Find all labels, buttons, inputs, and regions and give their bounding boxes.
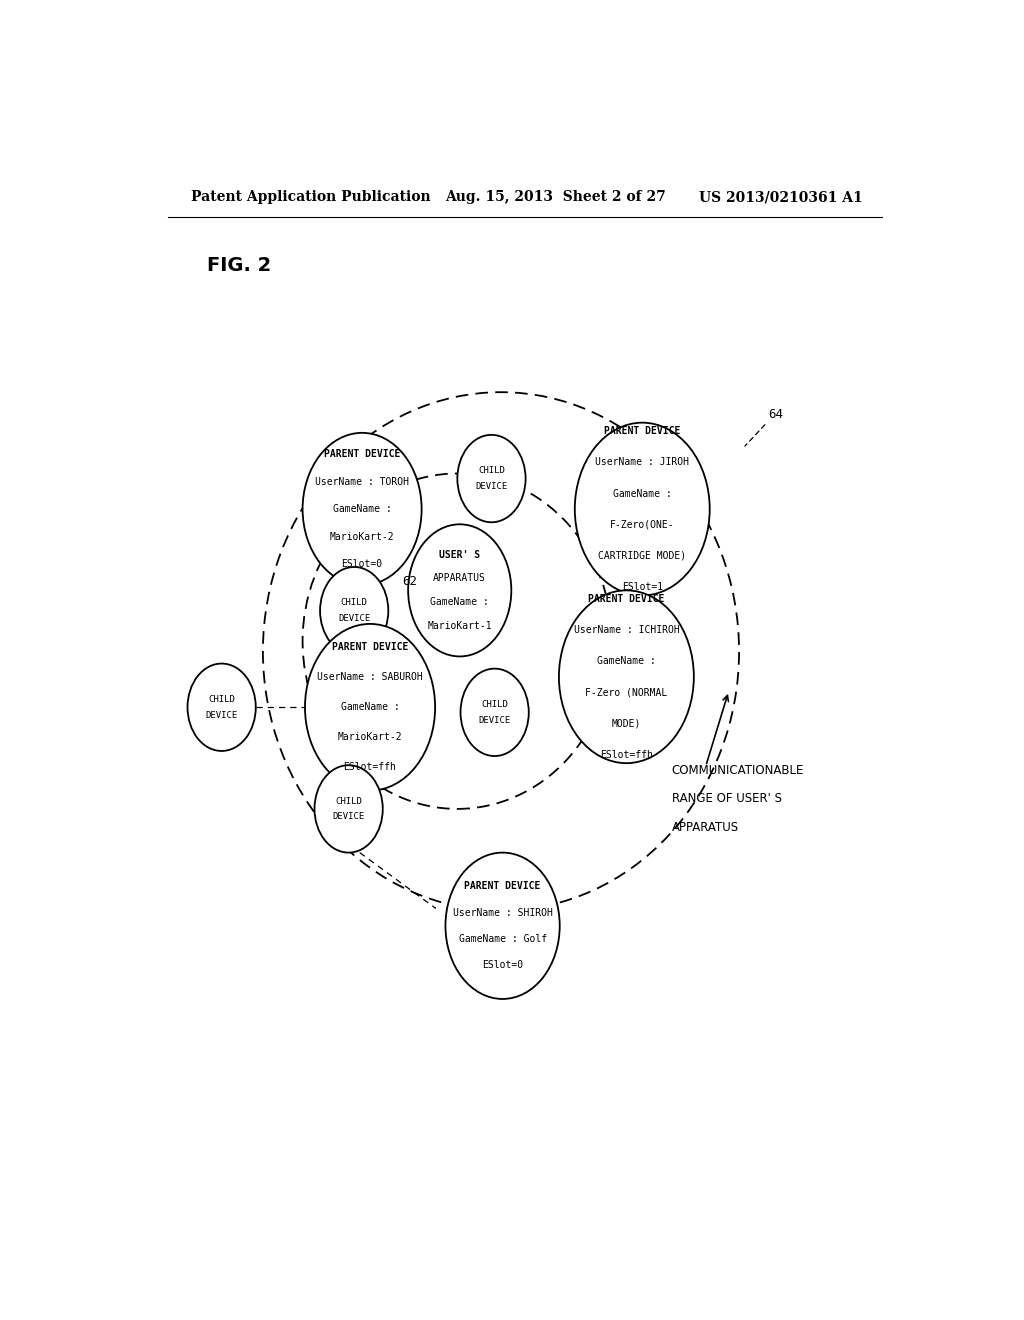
Circle shape <box>559 590 694 763</box>
Text: 64: 64 <box>768 408 783 421</box>
Text: F-Zero(ONE-: F-Zero(ONE- <box>610 520 675 529</box>
Text: PARENT DEVICE: PARENT DEVICE <box>332 643 409 652</box>
Text: Patent Application Publication: Patent Application Publication <box>191 190 431 205</box>
Text: CHILD: CHILD <box>335 796 362 805</box>
Text: US 2013/0210361 A1: US 2013/0210361 A1 <box>699 190 863 205</box>
Circle shape <box>305 624 435 791</box>
Text: DEVICE: DEVICE <box>338 614 371 623</box>
Text: ESlot=1: ESlot=1 <box>622 582 663 591</box>
Text: ESlot=0: ESlot=0 <box>342 558 383 569</box>
Text: PARENT DEVICE: PARENT DEVICE <box>465 882 541 891</box>
Circle shape <box>187 664 256 751</box>
Text: COMMUNICATIONABLE: COMMUNICATIONABLE <box>672 764 804 776</box>
Text: CARTRIDGE MODE): CARTRIDGE MODE) <box>598 550 686 561</box>
Text: GameName : Golf: GameName : Golf <box>459 935 547 944</box>
Text: UserName : SABUROH: UserName : SABUROH <box>317 672 423 682</box>
Text: PARENT DEVICE: PARENT DEVICE <box>604 426 680 437</box>
Text: ESlot=ffh: ESlot=ffh <box>600 750 653 759</box>
Text: DEVICE: DEVICE <box>333 812 365 821</box>
Text: CHILD: CHILD <box>341 598 368 607</box>
Circle shape <box>458 434 525 523</box>
Text: RANGE OF USER' S: RANGE OF USER' S <box>672 792 781 805</box>
Circle shape <box>321 568 388 655</box>
Text: APPARATUS: APPARATUS <box>672 821 738 834</box>
Text: APPARATUS: APPARATUS <box>433 573 486 583</box>
Text: GameName :: GameName : <box>341 702 399 713</box>
Text: MODE): MODE) <box>611 718 641 729</box>
Text: ESlot=ffh: ESlot=ffh <box>344 762 396 772</box>
Text: F-Zero (NORMAL: F-Zero (NORMAL <box>586 688 668 697</box>
Text: 62: 62 <box>401 576 417 589</box>
Text: PARENT DEVICE: PARENT DEVICE <box>324 449 400 459</box>
Circle shape <box>409 524 511 656</box>
Text: UserName : TOROH: UserName : TOROH <box>315 477 410 487</box>
Text: MarioKart-1: MarioKart-1 <box>427 620 493 631</box>
Text: Aug. 15, 2013  Sheet 2 of 27: Aug. 15, 2013 Sheet 2 of 27 <box>445 190 667 205</box>
Text: GameName :: GameName : <box>597 656 655 667</box>
Text: DEVICE: DEVICE <box>475 482 508 491</box>
Text: CHILD: CHILD <box>478 466 505 475</box>
Text: MarioKart-2: MarioKart-2 <box>330 532 394 541</box>
Text: GameName :: GameName : <box>613 488 672 499</box>
Text: CHILD: CHILD <box>481 700 508 709</box>
Text: UserName : SHIROH: UserName : SHIROH <box>453 908 553 917</box>
Text: USER' S: USER' S <box>439 549 480 560</box>
Circle shape <box>461 669 528 756</box>
Circle shape <box>303 433 422 585</box>
Text: PARENT DEVICE: PARENT DEVICE <box>588 594 665 605</box>
Text: FIG. 2: FIG. 2 <box>207 256 271 275</box>
Text: GameName :: GameName : <box>333 504 391 513</box>
Text: DEVICE: DEVICE <box>478 715 511 725</box>
Circle shape <box>314 766 383 853</box>
Text: UserName : ICHIROH: UserName : ICHIROH <box>573 626 679 635</box>
Text: ESlot=0: ESlot=0 <box>482 960 523 970</box>
Text: GameName :: GameName : <box>430 597 489 607</box>
Text: DEVICE: DEVICE <box>206 710 238 719</box>
Text: CHILD: CHILD <box>208 694 236 704</box>
Circle shape <box>574 422 710 595</box>
Circle shape <box>445 853 560 999</box>
Text: UserName : JIROH: UserName : JIROH <box>595 458 689 467</box>
Text: MarioKart-2: MarioKart-2 <box>338 733 402 742</box>
